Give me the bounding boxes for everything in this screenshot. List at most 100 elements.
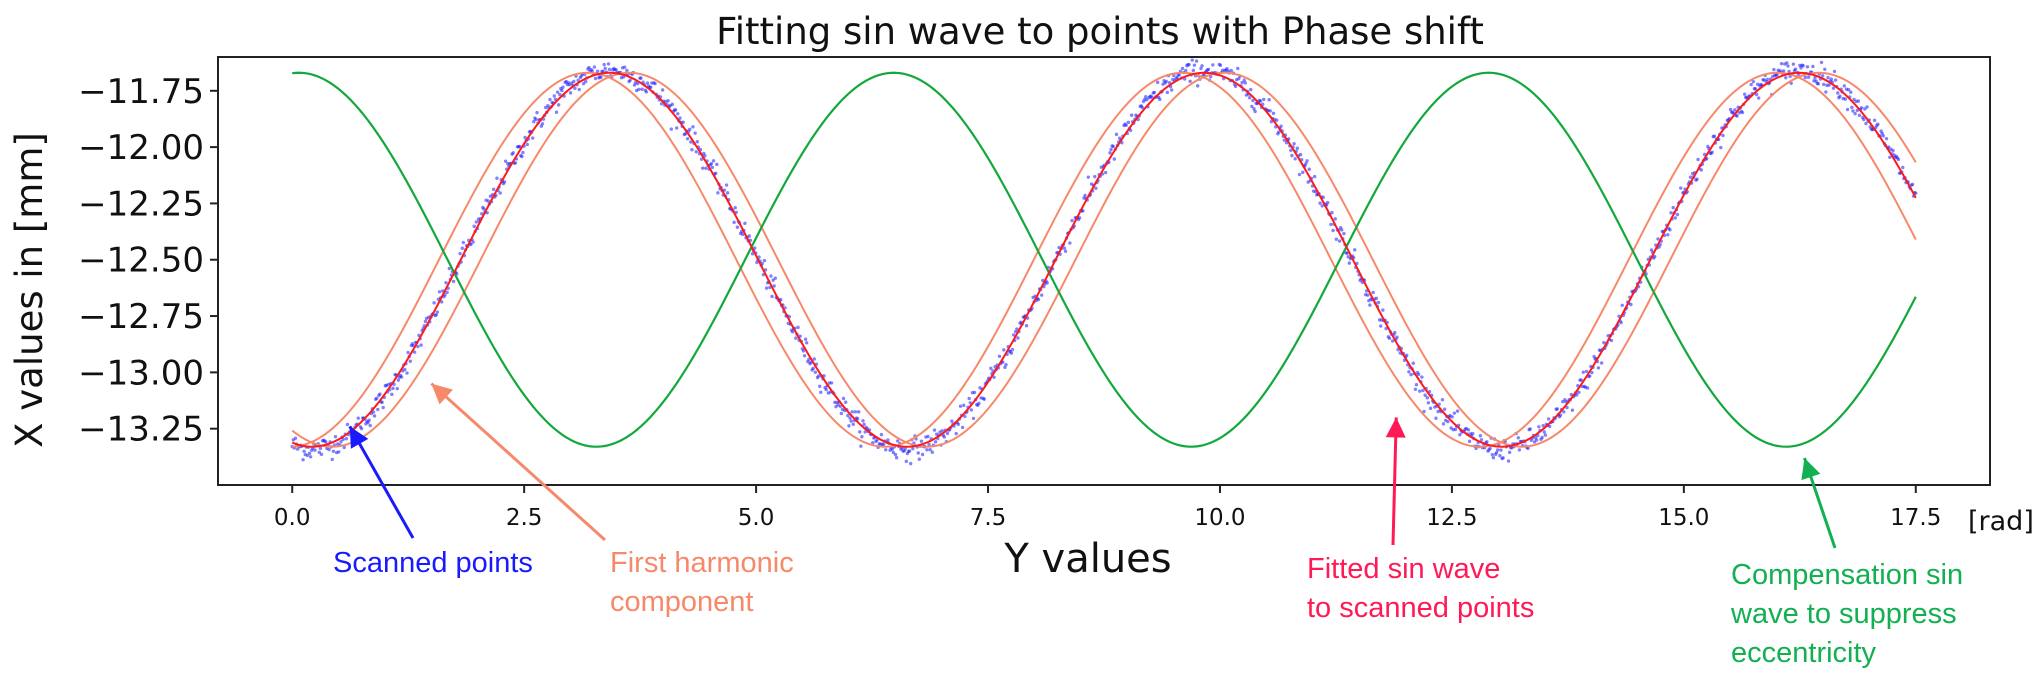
- scanned-point: [1455, 409, 1460, 413]
- scanned-point: [1295, 146, 1300, 150]
- scanned-point: [1345, 251, 1349, 255]
- scanned-point: [1409, 372, 1413, 377]
- scanned-point: [1452, 411, 1457, 415]
- scanned-point: [380, 400, 384, 405]
- scanned-point: [1555, 407, 1559, 411]
- scanned-point: [1896, 157, 1901, 162]
- scanned-point: [1560, 399, 1565, 404]
- scanned-point: [1735, 114, 1739, 118]
- scanned-point: [435, 310, 440, 314]
- scanned-point: [1740, 110, 1745, 115]
- scanned-point: [813, 370, 818, 374]
- scanned-point: [1891, 148, 1895, 153]
- scanned-point: [1506, 459, 1511, 463]
- scanned-point: [1190, 58, 1194, 62]
- scanned-point: [447, 266, 451, 271]
- scanned-point: [1321, 195, 1326, 200]
- scanned-point: [405, 371, 409, 375]
- scanned-point: [1330, 210, 1334, 215]
- scanned-point: [368, 423, 372, 428]
- scanned-point: [623, 65, 627, 69]
- scanned-point: [858, 430, 862, 434]
- scanned-point: [917, 457, 922, 461]
- scanned-point: [893, 452, 898, 457]
- scanned-point: [1346, 255, 1350, 259]
- x-tick-label: 5.0: [738, 505, 775, 531]
- scanned-point: [1144, 95, 1148, 99]
- scanned-point: [1516, 436, 1520, 440]
- scanned-point: [1109, 147, 1113, 152]
- scanned-point: [1236, 66, 1240, 71]
- scanned-point: [331, 449, 336, 453]
- scanned-point: [649, 85, 653, 90]
- scanned-point: [967, 396, 971, 401]
- scanned-point: [581, 81, 586, 86]
- scanned-point: [1542, 430, 1546, 434]
- scanned-point: [790, 330, 795, 334]
- scanned-point: [1668, 228, 1672, 232]
- scanned-point: [908, 461, 913, 466]
- scanned-point: [1420, 375, 1424, 379]
- scanned-point: [701, 166, 705, 170]
- scanned-point: [1565, 405, 1569, 410]
- scanned-point: [1859, 106, 1864, 110]
- scanned-point: [1093, 174, 1097, 179]
- scanned-point: [846, 413, 850, 418]
- scanned-point: [614, 68, 618, 72]
- scanned-point: [801, 349, 806, 353]
- scanned-point: [802, 354, 807, 358]
- scanned-point: [458, 251, 462, 256]
- scanned-point: [1446, 419, 1450, 424]
- scanned-point: [794, 336, 798, 340]
- scanned-point: [1331, 228, 1335, 233]
- scanned-point: [376, 407, 380, 412]
- scanned-point: [733, 206, 737, 210]
- scanned-point: [602, 62, 606, 67]
- scanned-point: [753, 246, 757, 250]
- scanned-point: [480, 212, 484, 216]
- scanned-point: [1374, 296, 1379, 301]
- scanned-point: [558, 92, 562, 97]
- scanned-point: [1696, 157, 1700, 162]
- annotation-arrow-shaft: [1391, 417, 1398, 546]
- scanned-point: [460, 246, 464, 250]
- scanned-point: [1620, 303, 1624, 307]
- y-tick-label: −12.00: [78, 128, 204, 168]
- scanned-point: [670, 102, 675, 107]
- scanned-point: [1488, 446, 1492, 451]
- scanned-point: [859, 444, 863, 448]
- scanned-point: [969, 408, 974, 412]
- scanned-point: [498, 191, 502, 195]
- scanned-point: [511, 151, 515, 155]
- scanned-point: [1268, 109, 1272, 113]
- scanned-point: [773, 276, 777, 280]
- scanned-point: [548, 97, 552, 102]
- scanned-point: [1498, 454, 1502, 458]
- scanned-point: [592, 65, 597, 69]
- scanned-point: [1440, 398, 1445, 402]
- scanned-point: [517, 144, 522, 149]
- scanned-point: [1749, 82, 1753, 87]
- scanned-point: [853, 410, 858, 414]
- scanned-point: [572, 79, 576, 84]
- scanned-point: [561, 85, 565, 89]
- scanned-point: [1016, 336, 1020, 340]
- scanned-point: [916, 451, 920, 455]
- scanned-point: [683, 132, 688, 136]
- scanned-point: [1108, 151, 1112, 155]
- scanned-point: [688, 127, 692, 132]
- scanned-point: [313, 448, 317, 452]
- y-axis: −11.75 −12.00 −12.25 −12.50 −12.75 −13.00 −13.…: [78, 72, 218, 450]
- scanned-point: [843, 400, 848, 404]
- scanned-point: [1450, 415, 1454, 419]
- scanned-point: [1293, 157, 1297, 161]
- scanned-point: [1585, 386, 1590, 390]
- scanned-point: [1233, 84, 1238, 89]
- scanned-point: [1819, 60, 1824, 65]
- scanned-point: [1192, 63, 1197, 67]
- scanned-point: [636, 81, 640, 86]
- scanned-point: [1499, 448, 1503, 452]
- scanned-point: [390, 392, 394, 397]
- scanned-point: [1434, 416, 1438, 420]
- scanned-point: [1528, 427, 1532, 431]
